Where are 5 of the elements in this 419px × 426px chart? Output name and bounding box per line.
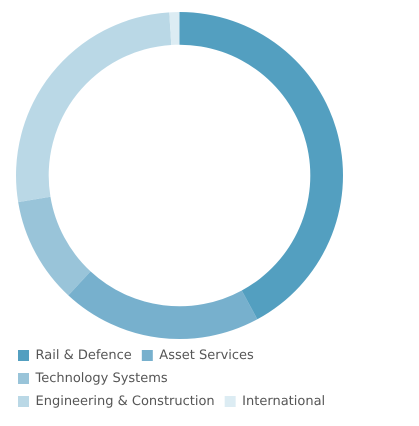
legend-label: Asset Services xyxy=(159,348,254,363)
legend-label: Engineering & Construction xyxy=(36,394,215,409)
legend-label: Rail & Defence xyxy=(36,348,132,363)
legend-label: International xyxy=(242,394,326,409)
legend-label: Technology Systems xyxy=(34,370,168,386)
